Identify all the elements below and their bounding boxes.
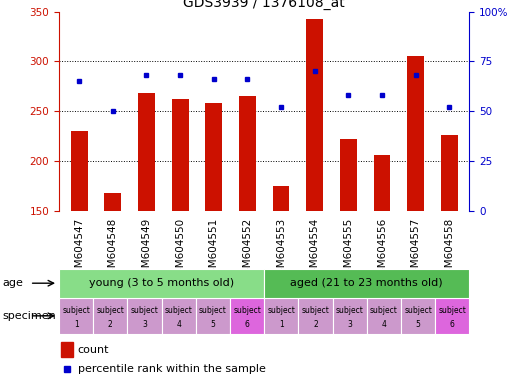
Bar — [239, 96, 256, 211]
Text: 5: 5 — [416, 321, 421, 329]
Bar — [196, 298, 230, 334]
Text: 5: 5 — [210, 321, 215, 329]
Text: 2: 2 — [313, 321, 318, 329]
Bar — [401, 298, 435, 334]
Text: 6: 6 — [245, 321, 249, 329]
Text: 2: 2 — [108, 321, 113, 329]
Text: young (3 to 5 months old): young (3 to 5 months old) — [89, 278, 234, 288]
Text: subject: subject — [267, 306, 295, 315]
Text: subject: subject — [165, 306, 193, 315]
Bar — [61, 342, 73, 357]
Title: GDS3939 / 1376108_at: GDS3939 / 1376108_at — [183, 0, 345, 10]
Text: 1: 1 — [74, 321, 78, 329]
Bar — [272, 186, 289, 211]
Text: 6: 6 — [450, 321, 455, 329]
Bar — [205, 103, 222, 211]
Bar — [299, 298, 332, 334]
Bar — [332, 298, 367, 334]
Text: subject: subject — [62, 306, 90, 315]
Bar — [264, 269, 469, 298]
Bar — [59, 298, 93, 334]
Text: subject: subject — [199, 306, 227, 315]
Bar — [367, 298, 401, 334]
Bar — [230, 298, 264, 334]
Bar — [435, 298, 469, 334]
Bar — [340, 139, 357, 211]
Text: count: count — [78, 344, 109, 354]
Text: 4: 4 — [382, 321, 386, 329]
Bar — [93, 298, 127, 334]
Text: subject: subject — [302, 306, 329, 315]
Bar — [127, 298, 162, 334]
Text: subject: subject — [404, 306, 432, 315]
Text: specimen: specimen — [3, 311, 56, 321]
Text: 3: 3 — [347, 321, 352, 329]
Text: subject: subject — [96, 306, 124, 315]
Text: subject: subject — [336, 306, 364, 315]
Text: subject: subject — [130, 306, 159, 315]
Bar — [162, 298, 196, 334]
Text: subject: subject — [370, 306, 398, 315]
Bar — [105, 193, 121, 211]
Bar — [264, 298, 299, 334]
Text: aged (21 to 23 months old): aged (21 to 23 months old) — [290, 278, 443, 288]
Text: age: age — [3, 278, 24, 288]
Text: subject: subject — [438, 306, 466, 315]
Bar — [71, 131, 88, 211]
Bar — [59, 269, 264, 298]
Bar — [441, 135, 458, 211]
Bar — [306, 18, 323, 211]
Text: percentile rank within the sample: percentile rank within the sample — [78, 364, 266, 374]
Bar — [138, 93, 155, 211]
Text: 3: 3 — [142, 321, 147, 329]
Bar — [172, 99, 188, 211]
Bar — [373, 155, 390, 211]
Bar — [407, 56, 424, 211]
Text: 1: 1 — [279, 321, 284, 329]
Text: 4: 4 — [176, 321, 181, 329]
Text: subject: subject — [233, 306, 261, 315]
